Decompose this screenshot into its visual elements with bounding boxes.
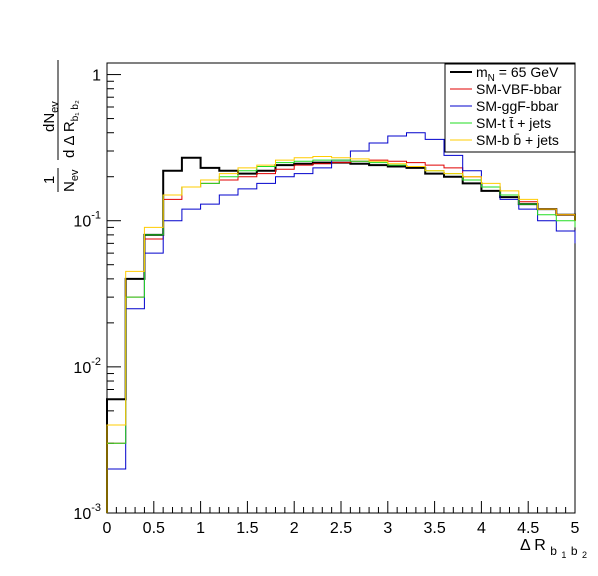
y-tick-label: 10-3 bbox=[73, 502, 101, 523]
y-title-prefix-denominator: Nev bbox=[61, 169, 81, 192]
series-line-2 bbox=[106, 132, 576, 513]
legend-label: SM-VBF-bbar bbox=[476, 81, 562, 97]
x-tick-label: 1 bbox=[196, 520, 205, 537]
series-layer bbox=[106, 132, 576, 513]
y-axis-title: 1 Nev dNev d Δ Rb₁ b₂ bbox=[41, 60, 81, 192]
y-axis-ticks: 10-3 10-2 10-1 1 bbox=[73, 68, 121, 523]
x-axis-ticks: 0 0.5 1 1.5 2 2.5 3 3.5 4 4.5 5 bbox=[103, 501, 580, 537]
series-line-4 bbox=[106, 156, 576, 513]
x-tick-label: 1.5 bbox=[236, 520, 258, 537]
y-title-prefix-numerator: 1 bbox=[41, 176, 58, 184]
legend-label: SM-ggF-bbar bbox=[476, 98, 559, 114]
legend-label: mN = 65 GeV bbox=[476, 64, 559, 84]
legend-label: SM-b b̄ + jets bbox=[476, 132, 559, 148]
x-tick-label: 3 bbox=[383, 520, 392, 537]
x-tick-label: 0.5 bbox=[143, 520, 165, 537]
x-tick-label: 2 bbox=[290, 520, 299, 537]
x-tick-label: 3.5 bbox=[423, 520, 445, 537]
series-line-1 bbox=[106, 159, 576, 513]
y-tick-label: 1 bbox=[92, 68, 101, 85]
x-tick-label: 4 bbox=[477, 520, 486, 537]
y-title-denominator: d Δ Rb₁ b₂ bbox=[61, 100, 81, 158]
series-line-3 bbox=[106, 159, 576, 513]
x-tick-label: 2.5 bbox=[330, 520, 352, 537]
y-tick-label: 10-2 bbox=[73, 356, 101, 377]
x-axis-title: Δ R b 1 b 2 bbox=[520, 537, 587, 562]
legend-box bbox=[444, 63, 576, 153]
legend-label: SM-t t̄ + jets bbox=[476, 115, 551, 131]
x-tick-label: 0 bbox=[103, 520, 112, 537]
x-tick-label: 4.5 bbox=[517, 520, 539, 537]
x-tick-label: 5 bbox=[571, 520, 580, 537]
y-tick-label: 10-1 bbox=[73, 210, 101, 231]
series-line-0 bbox=[106, 156, 576, 513]
